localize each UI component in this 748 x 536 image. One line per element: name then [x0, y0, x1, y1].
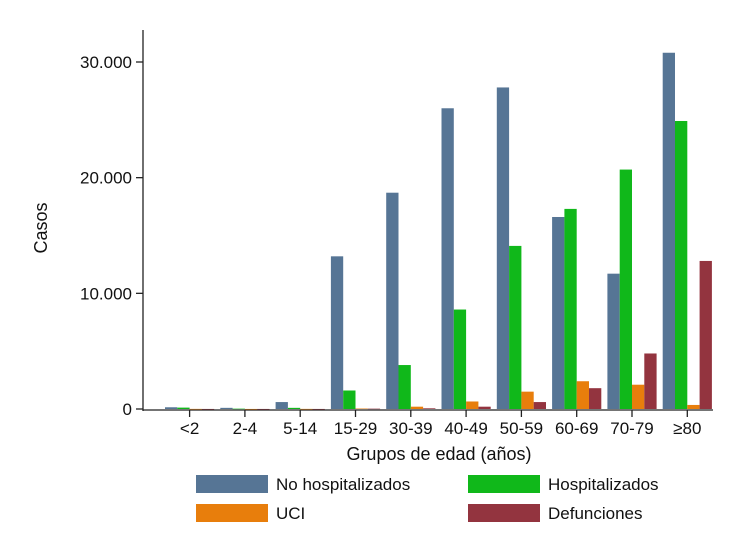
legend-swatch — [468, 504, 540, 522]
x-tick-label: ≥80 — [673, 419, 701, 438]
bar — [165, 407, 177, 409]
bar — [202, 409, 214, 410]
bar — [442, 108, 454, 409]
bar — [190, 409, 202, 410]
bar — [423, 408, 435, 409]
x-tick-label: 50-59 — [500, 419, 543, 438]
legend-swatch — [196, 475, 268, 493]
bar — [245, 409, 257, 410]
bar — [700, 261, 712, 409]
bar — [276, 402, 288, 409]
bar — [368, 409, 380, 410]
bar — [454, 310, 466, 409]
bar — [675, 121, 687, 409]
bar — [343, 390, 355, 409]
bar — [177, 408, 189, 409]
x-tick-label: 5-14 — [283, 419, 317, 438]
x-tick-label: 2-4 — [233, 419, 258, 438]
legend-label: UCI — [276, 504, 305, 523]
x-axis-title: Grupos de edad (años) — [346, 444, 531, 464]
bar — [620, 170, 632, 409]
bar — [534, 402, 546, 409]
bar — [607, 274, 619, 409]
bar — [589, 388, 601, 409]
x-tick-label: <2 — [180, 419, 199, 438]
bar — [632, 385, 644, 409]
bar — [220, 408, 232, 409]
bar — [411, 407, 423, 409]
y-tick-label: 30.000 — [80, 53, 132, 72]
bar — [564, 209, 576, 409]
x-tick-label: 70-79 — [610, 419, 653, 438]
legend: No hospitalizados Hospitalizados UCI Defunc… — [196, 475, 659, 523]
bar — [399, 365, 411, 409]
bars — [165, 53, 712, 410]
legend-label: Defunciones — [548, 504, 643, 523]
bar — [331, 256, 343, 409]
bar — [313, 409, 325, 410]
y-tick-label: 0 — [123, 400, 132, 419]
x-tick-label: 40-49 — [444, 419, 487, 438]
bar — [356, 409, 368, 410]
bar — [233, 409, 245, 410]
y-tick-label: 20.000 — [80, 169, 132, 188]
bar — [466, 401, 478, 409]
bar — [300, 409, 312, 410]
y-tick-label: 10.000 — [80, 284, 132, 303]
y-axis-title: Casos — [31, 202, 51, 253]
x-tick-label: 60-69 — [555, 419, 598, 438]
bar — [552, 217, 564, 409]
legend-swatch — [196, 504, 268, 522]
bar — [288, 408, 300, 409]
bar — [478, 407, 490, 409]
bar — [521, 392, 533, 409]
x-tick-label: 30-39 — [389, 419, 432, 438]
x-tick-label: 15-29 — [334, 419, 377, 438]
bar — [644, 353, 656, 409]
legend-swatch — [468, 475, 540, 493]
bar — [663, 53, 675, 409]
bar — [386, 193, 398, 409]
bar — [577, 381, 589, 409]
legend-label: No hospitalizados — [276, 475, 410, 494]
legend-label: Hospitalizados — [548, 475, 659, 494]
bar — [509, 246, 521, 409]
x-axis: <2 2-4 5-14 15-29 30-39 40-49 50-59 60-69 70-79 ≥… — [143, 410, 713, 438]
bar — [257, 409, 269, 410]
y-axis: 0 10.000 20.000 30.000 — [80, 30, 143, 419]
bar — [687, 405, 699, 409]
bar — [497, 87, 509, 409]
